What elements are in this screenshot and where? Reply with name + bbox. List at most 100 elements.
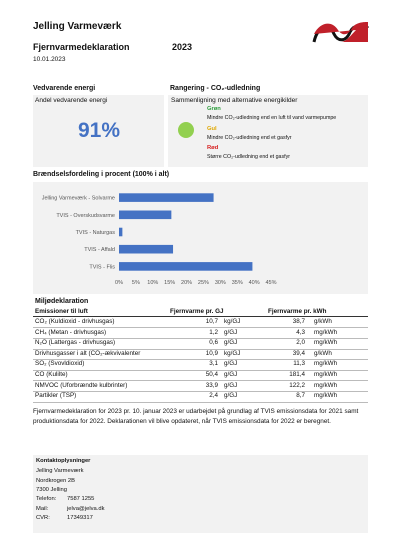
note: Fjernvarmedeklaration for 2023 pr. 10. j… [33, 408, 359, 425]
date: 10.01.2023 [33, 56, 66, 63]
column-header: Fjernvarme pr. GJ [170, 308, 224, 315]
y-tick-label: TVIS - Overskudsvarme [56, 213, 115, 219]
cell: 50,4 [205, 371, 218, 378]
cell: 0,6 [209, 339, 218, 347]
renewable-value: 91% [78, 119, 121, 142]
y-tick-label: TVIS - Flis [89, 264, 115, 270]
cell: 8,7 [296, 392, 305, 400]
contact-line: Jelling Varmeværk [36, 468, 84, 474]
unit: kg/GJ [224, 349, 241, 357]
y-tick-label: TVIS - Naturgas [76, 230, 116, 236]
row-rule [33, 327, 368, 329]
ranking-box [168, 95, 368, 167]
unit: g/GJ [224, 381, 238, 389]
column-header: Fjernvarme pr. kWh [268, 308, 327, 315]
unit: g/kWh [314, 318, 332, 325]
cell: 2,0 [296, 339, 305, 347]
row-rule [33, 369, 368, 371]
x-tick-label: 30% [215, 280, 226, 286]
unit: mg/kWh [314, 339, 338, 347]
level-name: Grøn [207, 106, 221, 112]
unit: mg/kWh [314, 371, 338, 378]
row-rule [33, 348, 368, 350]
section-heading: Vedvarende energi [33, 85, 96, 92]
bar [119, 244, 174, 254]
contact-value: 7587 1255 [67, 496, 95, 502]
x-tick-label: 0% [115, 280, 123, 286]
unit: g/GJ [224, 392, 238, 400]
table-heading: Miljødeklaration [35, 298, 89, 305]
cell: 38,7 [292, 318, 305, 325]
bar [119, 210, 172, 220]
cell: 39,4 [292, 349, 305, 357]
row-label: CO (Kulilte) [35, 371, 68, 378]
title: Jelling Varmeværk [33, 21, 122, 32]
x-tick-label: 20% [181, 280, 192, 286]
y-tick-label: Jelling Varmeværk - Solvarme [42, 196, 115, 202]
x-tick-label: 5% [132, 280, 140, 286]
y-tick-label: TVIS - Affald [84, 247, 115, 253]
level-name: Rød [207, 145, 219, 151]
x-tick-label: 45% [265, 280, 276, 286]
unit: g/kWh [314, 349, 332, 357]
cell: 2,4 [209, 392, 218, 400]
header-rule [33, 316, 368, 317]
subtitle: Fjernvarmedeklaration [33, 42, 130, 52]
contact-label: CVR: [36, 515, 50, 521]
row-rule [33, 380, 368, 382]
x-tick-label: 15% [164, 280, 175, 286]
year: 2023 [172, 42, 193, 52]
unit: mg/kWh [314, 381, 338, 389]
contact-line: 7300 Jelling [36, 487, 67, 493]
x-tick-label: 10% [147, 280, 158, 286]
chart: 0% 5% 10% 15% 20% 25% 30% 35% 40% 45% Jelling Varm… [42, 193, 277, 286]
cell: 10,7 [205, 318, 218, 325]
contact-label: Mail: [36, 505, 49, 512]
unit: mg/kWh [314, 360, 338, 368]
contact-label: Telefon: [36, 496, 57, 502]
unit: g/GJ [224, 360, 238, 368]
cell: 122,2 [289, 381, 305, 389]
renewable-box [33, 95, 164, 167]
unit: mg/kWh [314, 328, 338, 336]
contact-box [33, 455, 368, 533]
chart-title: Brændselsfordeling i procent (100% i alt… [33, 171, 170, 178]
contact-line: Nordkrogen 2B [36, 477, 75, 484]
contact-value: 17349317 [67, 515, 93, 521]
section-heading: Rangering - CO₂-udledning [170, 85, 261, 92]
row-label: NMVOC (Uforbrændte kulbrinter) [35, 381, 128, 389]
cell: 1,2 [209, 328, 218, 336]
level-text: Mindre CO₂-udledning end en luft til van… [207, 115, 337, 121]
row-rule [33, 401, 368, 403]
row-rule [33, 359, 368, 361]
label: Andel vedvarende energi [35, 97, 108, 104]
cell: 11,3 [293, 360, 305, 368]
bar [119, 262, 253, 271]
row-label: N₂O (Lattergas - drivhusgas) [35, 339, 116, 347]
x-tick-label: 35% [232, 280, 243, 286]
x-tick-label: 25% [198, 280, 209, 286]
column-header: Emissioner til luft [35, 308, 88, 315]
row-rule [33, 337, 368, 339]
logo [312, 22, 370, 43]
cell: 181,4 [289, 371, 305, 378]
row-label: SO₂ (Svovldioxid) [35, 360, 85, 368]
label: Sammenligning med alternative energikild… [171, 97, 298, 104]
row-label: Partikler (TSP) [35, 392, 77, 400]
unit: g/GJ [224, 339, 238, 347]
unit: g/GJ [224, 328, 238, 336]
unit: kg/GJ [224, 318, 241, 325]
bar [119, 227, 123, 237]
cell: 33,9 [205, 381, 218, 389]
row-label: CH₄ (Metan - drivhusgas) [35, 328, 107, 336]
indicator [178, 122, 194, 138]
level-text: Mindre CO₂-udledning end et gasfyr [207, 134, 292, 141]
row-label: Drivhusgasser i alt (CO₂-ækvivalenter [35, 349, 141, 357]
unit: g/GJ [224, 371, 238, 378]
cell: 3,1 [209, 360, 218, 368]
contact-value: jelva@jelva.dk [67, 505, 105, 512]
cell: 10,9 [205, 349, 218, 357]
row-rule [33, 390, 368, 392]
bar [119, 193, 214, 202]
